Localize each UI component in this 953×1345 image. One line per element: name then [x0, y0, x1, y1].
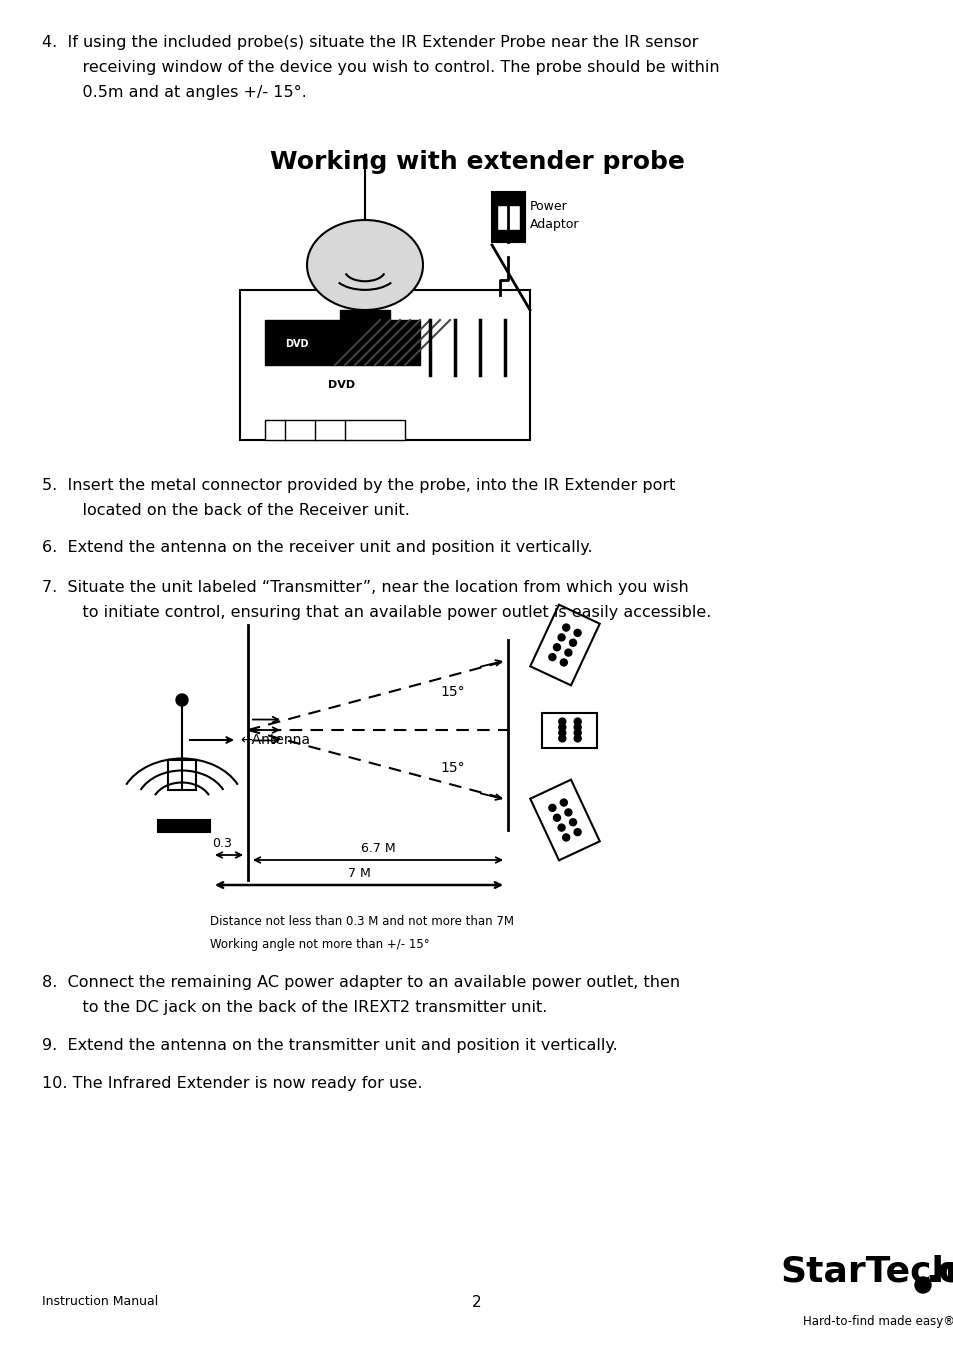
- Text: 9.  Extend the antenna on the transmitter unit and position it vertically.: 9. Extend the antenna on the transmitter…: [42, 1038, 618, 1053]
- Bar: [497, 204, 519, 230]
- Circle shape: [569, 639, 576, 646]
- Text: Adaptor: Adaptor: [530, 218, 578, 231]
- Circle shape: [574, 629, 580, 636]
- Text: 5.  Insert the metal connector provided by the probe, into the IR Extender port: 5. Insert the metal connector provided b…: [42, 477, 675, 494]
- Text: 0.3: 0.3: [212, 837, 232, 850]
- Bar: [240, 291, 530, 440]
- Circle shape: [562, 834, 569, 841]
- Text: DVD: DVD: [328, 381, 355, 390]
- Circle shape: [553, 814, 560, 822]
- Circle shape: [574, 829, 580, 835]
- Text: receiving window of the device you wish to control. The probe should be within: receiving window of the device you wish …: [62, 61, 719, 75]
- Circle shape: [559, 659, 567, 666]
- Circle shape: [559, 799, 567, 806]
- Circle shape: [548, 804, 556, 811]
- Circle shape: [548, 654, 556, 660]
- Polygon shape: [542, 713, 597, 748]
- Circle shape: [564, 650, 571, 656]
- Bar: [168, 760, 195, 790]
- Text: 10. The Infrared Extender is now ready for use.: 10. The Infrared Extender is now ready f…: [42, 1076, 422, 1091]
- Circle shape: [562, 624, 569, 631]
- Text: Distance not less than 0.3 M and not more than 7M: Distance not less than 0.3 M and not mor…: [210, 915, 514, 928]
- Ellipse shape: [307, 221, 422, 309]
- Text: 4.  If using the included probe(s) situate the IR Extender Probe near the IR sen: 4. If using the included probe(s) situat…: [42, 35, 698, 50]
- Text: ←Antenna: ←Antenna: [240, 733, 310, 746]
- Text: DVD: DVD: [285, 339, 309, 348]
- Text: Power: Power: [530, 200, 567, 213]
- Circle shape: [553, 644, 560, 651]
- Text: 7.  Situate the unit labeled “Transmitter”, near the location from which you wis: 7. Situate the unit labeled “Transmitter…: [42, 580, 688, 594]
- Text: Working with extender probe: Working with extender probe: [270, 151, 683, 174]
- Text: to the DC jack on the back of the IREXT2 transmitter unit.: to the DC jack on the back of the IREXT2…: [62, 999, 547, 1015]
- Polygon shape: [530, 605, 599, 686]
- Text: to initiate control, ensuring that an available power outlet is easily accessibl: to initiate control, ensuring that an av…: [62, 605, 711, 620]
- Bar: [492, 192, 524, 242]
- Text: 0.5m and at angles +/- 15°.: 0.5m and at angles +/- 15°.: [62, 85, 307, 100]
- Bar: [265, 420, 405, 440]
- Text: Hard-to-find made easy®: Hard-to-find made easy®: [802, 1315, 953, 1328]
- Bar: [339, 309, 390, 325]
- Circle shape: [558, 633, 564, 642]
- Bar: [158, 820, 210, 833]
- Circle shape: [574, 724, 580, 730]
- Circle shape: [574, 718, 580, 725]
- Circle shape: [914, 1276, 930, 1293]
- Text: 6.7 M: 6.7 M: [360, 842, 395, 855]
- Bar: [265, 320, 419, 364]
- Circle shape: [574, 734, 580, 742]
- Text: 2: 2: [472, 1295, 481, 1310]
- Text: located on the back of the Receiver unit.: located on the back of the Receiver unit…: [62, 503, 410, 518]
- Text: 6.  Extend the antenna on the receiver unit and position it vertically.: 6. Extend the antenna on the receiver un…: [42, 539, 592, 555]
- Text: StarTech: StarTech: [780, 1255, 953, 1289]
- Circle shape: [558, 718, 565, 725]
- Circle shape: [558, 729, 565, 736]
- Text: Working angle not more than +/- 15°: Working angle not more than +/- 15°: [210, 937, 429, 951]
- Circle shape: [574, 729, 580, 736]
- Text: 15°: 15°: [439, 761, 464, 775]
- Text: .com: .com: [924, 1255, 953, 1289]
- Polygon shape: [530, 780, 599, 861]
- Circle shape: [175, 694, 188, 706]
- Circle shape: [558, 734, 565, 742]
- Text: 15°: 15°: [439, 685, 464, 698]
- Circle shape: [558, 724, 565, 730]
- Circle shape: [558, 824, 564, 831]
- Text: 8.  Connect the remaining AC power adapter to an available power outlet, then: 8. Connect the remaining AC power adapte…: [42, 975, 679, 990]
- Circle shape: [569, 819, 576, 826]
- Text: 7 M: 7 M: [347, 868, 370, 880]
- Circle shape: [564, 808, 571, 816]
- Text: Instruction Manual: Instruction Manual: [42, 1295, 158, 1307]
